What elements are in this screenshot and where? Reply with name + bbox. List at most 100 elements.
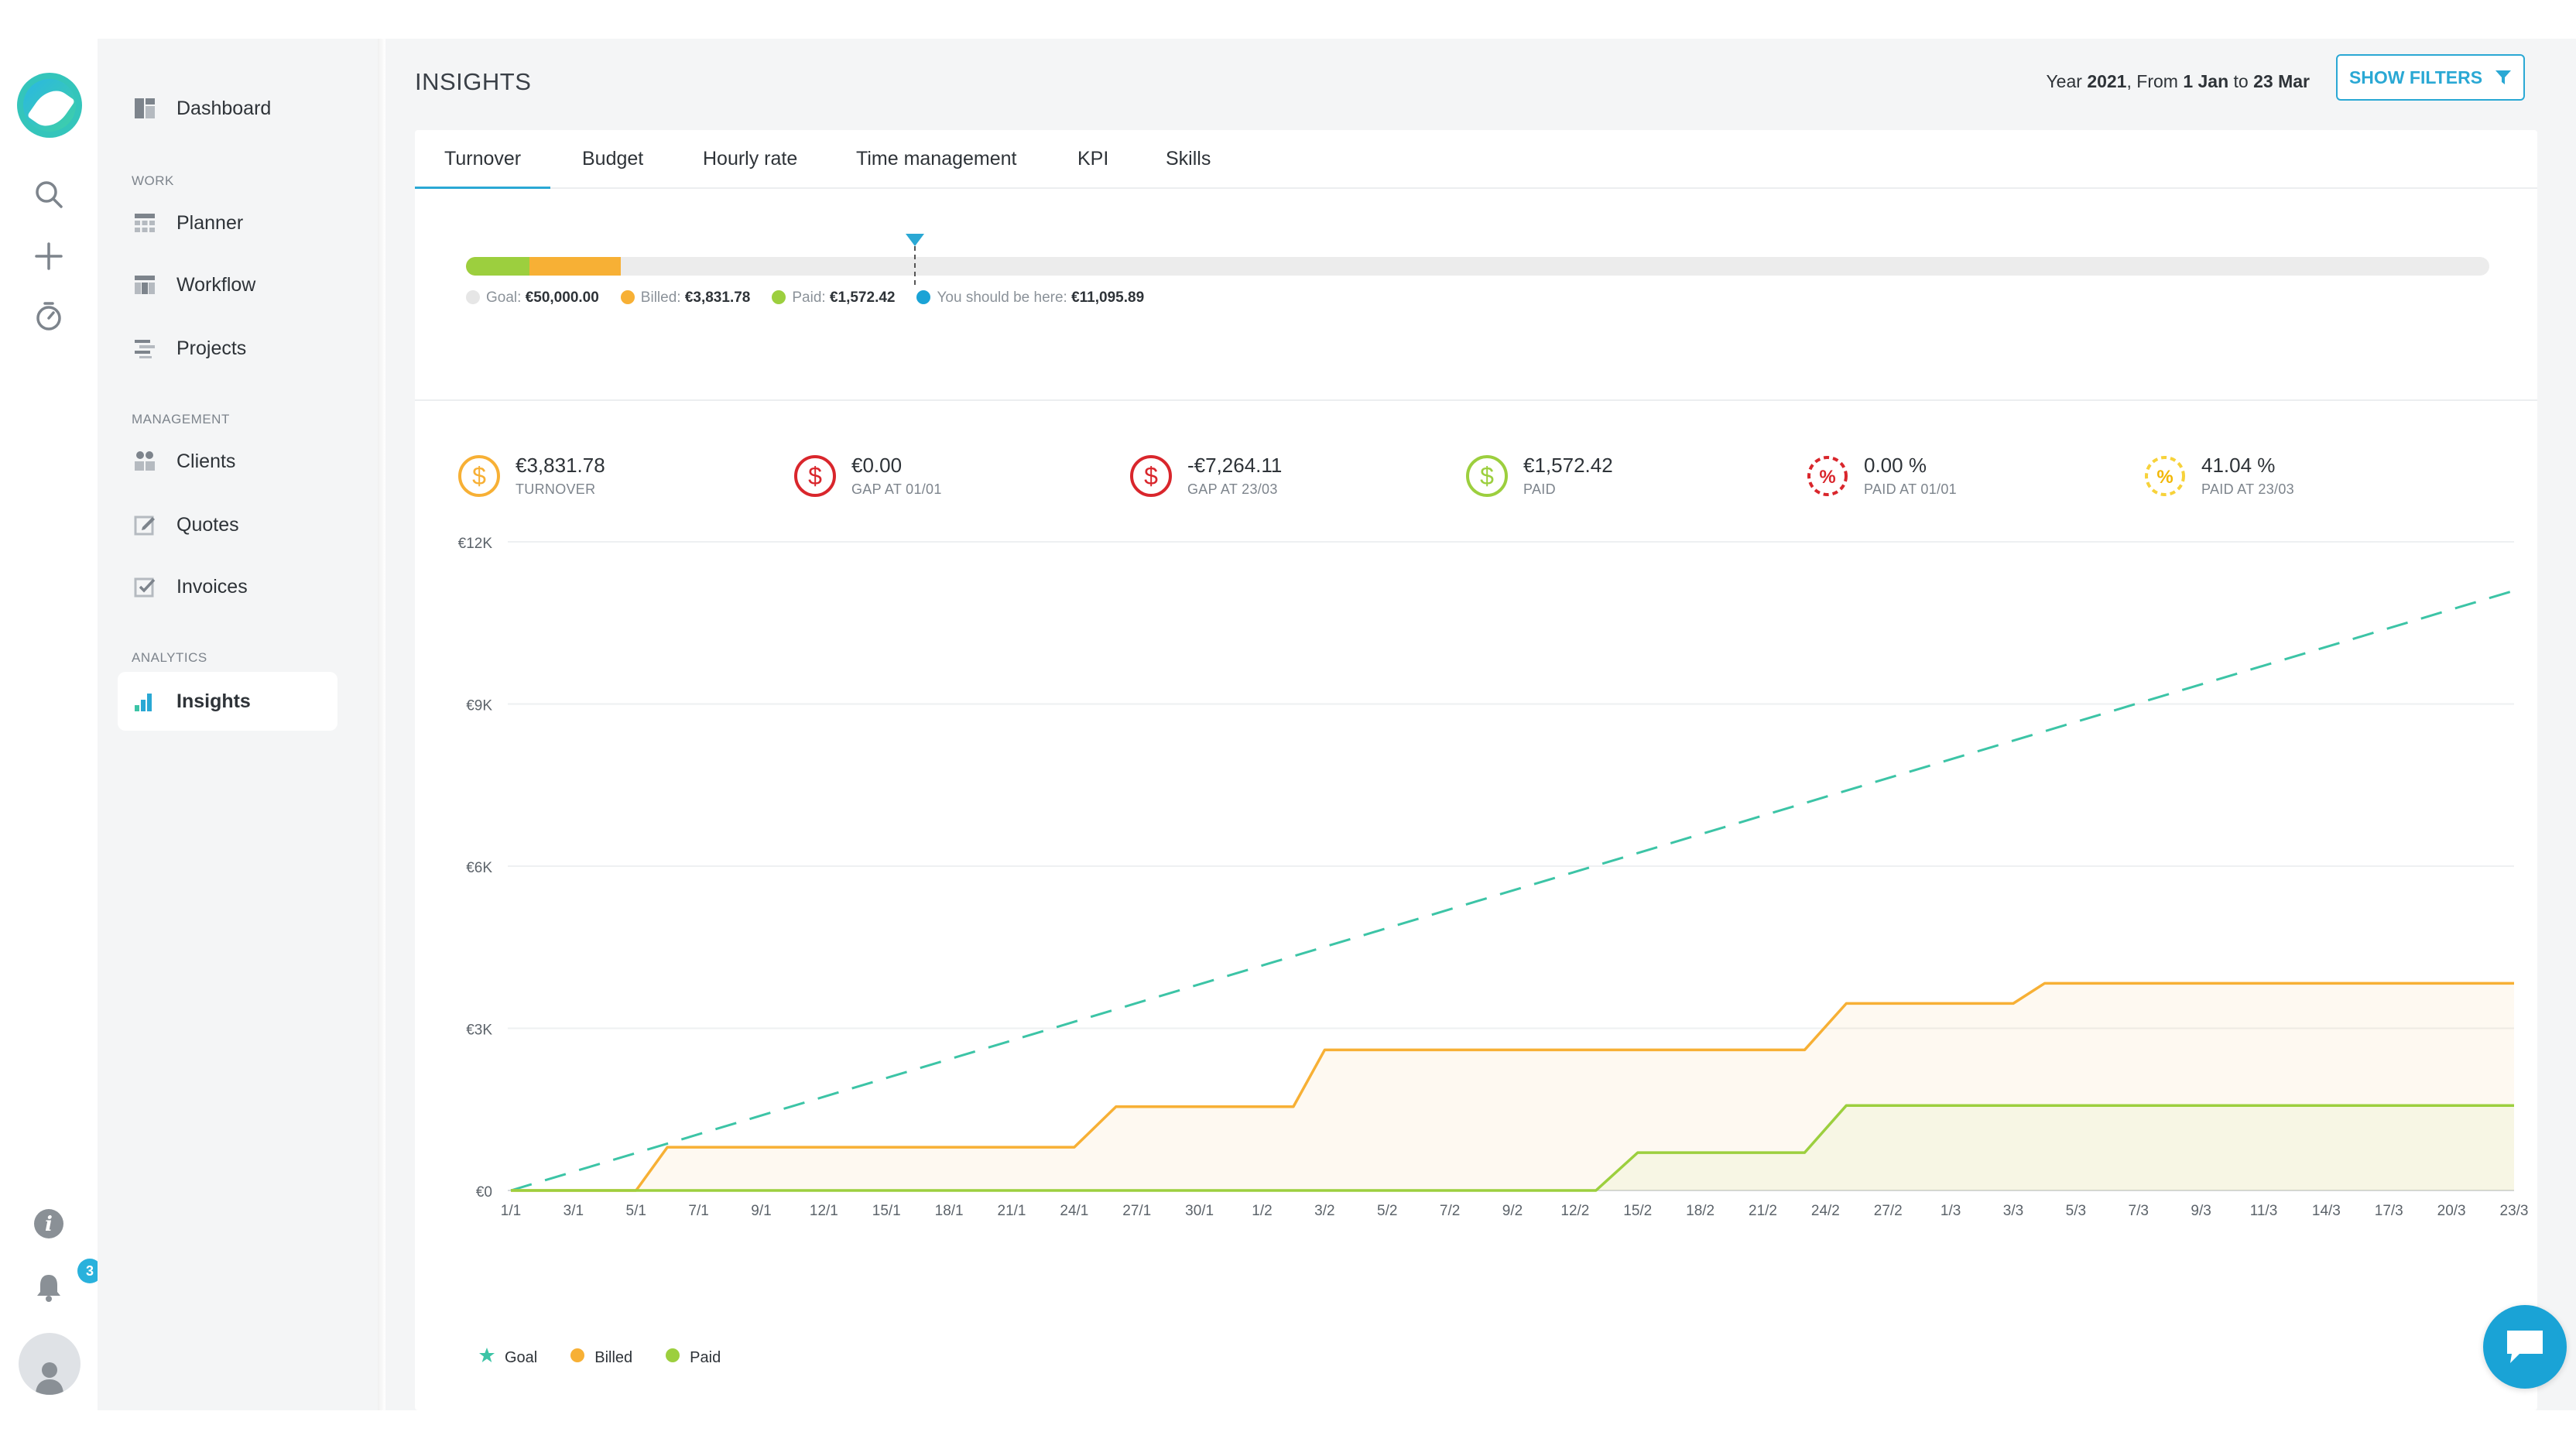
svg-text:%: % — [1819, 467, 1835, 488]
turnover-chart: €0 €3K €6K €9K €12K 1/1 3/1 5/1 7/1 9/1 12/1 15/1 18… — [458, 536, 2529, 1219]
quotes-icon — [132, 512, 158, 538]
y-tick-label: €3K — [466, 1023, 492, 1039]
x-tick-label: 12/1 — [810, 1203, 838, 1219]
sidebar-item-quotes[interactable]: Quotes — [118, 495, 337, 554]
section-label-work: WORK — [132, 173, 174, 188]
sidebar-item-clients[interactable]: Clients — [118, 432, 337, 491]
page-title: INSIGHTS — [415, 68, 532, 95]
sidebar-item-invoices[interactable]: Invoices — [118, 557, 337, 616]
x-tick-label: 15/2 — [1623, 1203, 1652, 1219]
chart-legend: Goal Billed Paid — [478, 1347, 721, 1368]
dollar-icon: $ — [1130, 455, 1172, 497]
svg-text:i: i — [45, 1213, 53, 1236]
tab-turnover[interactable]: Turnover — [415, 130, 551, 189]
x-tick-label: 14/3 — [2312, 1203, 2341, 1219]
legend-goal: Goal: €50,000.00 — [466, 289, 599, 307]
percent-icon: % — [2145, 456, 2185, 496]
kpi-value: -€7,264.11 — [1187, 454, 1283, 477]
tab-budget[interactable]: Budget — [582, 147, 644, 170]
x-tick-label: 3/2 — [1314, 1203, 1334, 1219]
tab-time-management[interactable]: Time management — [856, 147, 1017, 170]
kpi-label: PAID AT 01/01 — [1864, 481, 1957, 497]
x-tick-label: 27/1 — [1122, 1203, 1151, 1219]
kpi-value: €3,831.78 — [516, 454, 605, 477]
svg-text:%: % — [2156, 467, 2173, 488]
sidebar-item-label: Insights — [176, 690, 251, 712]
kpi-label: PAID — [1523, 481, 1556, 497]
y-tick-label: €0 — [476, 1184, 492, 1201]
clients-icon — [132, 448, 158, 474]
tab-kpi[interactable]: KPI — [1077, 147, 1109, 170]
sidebar-item-dashboard[interactable]: Dashboard — [118, 79, 337, 138]
timer-icon[interactable] — [29, 297, 68, 336]
target-marker-line — [914, 246, 916, 285]
x-tick-label: 5/2 — [1377, 1203, 1397, 1219]
show-filters-button[interactable]: SHOW FILTERS — [2336, 54, 2525, 101]
legend-item-billed[interactable]: Billed — [570, 1348, 632, 1368]
x-tick-label: 17/3 — [2375, 1203, 2403, 1219]
chat-icon — [2507, 1331, 2543, 1363]
goal-progress: Goal: €50,000.00 Billed: €3,831.78 Paid:… — [415, 189, 2537, 401]
x-tick-label: 12/2 — [1560, 1203, 1589, 1219]
svg-text:$: $ — [808, 462, 822, 490]
legend-label: Paid — [690, 1348, 721, 1366]
sidebar-item-insights[interactable]: Insights — [118, 672, 337, 731]
sidebar-item-label: Dashboard — [176, 97, 272, 119]
sidebar-item-label: Workflow — [176, 273, 256, 296]
x-tick-label: 11/3 — [2250, 1203, 2278, 1219]
series-area-paid — [511, 1105, 2514, 1190]
kpi-label: GAP AT 23/03 — [1187, 481, 1278, 497]
kpi-label: TURNOVER — [516, 481, 596, 497]
kpi-label: PAID AT 23/03 — [2201, 481, 2294, 497]
info-icon[interactable]: i — [29, 1204, 68, 1243]
notifications-icon[interactable]: 3 — [29, 1259, 102, 1307]
paid-fill — [466, 257, 530, 276]
sidebar-item-planner[interactable]: Planner — [118, 194, 337, 252]
dollar-icon: $ — [1466, 455, 1508, 497]
plus-icon[interactable] — [29, 237, 68, 276]
progress-legend: Goal: €50,000.00 Billed: €3,831.78 Paid:… — [466, 289, 1144, 307]
invoices-icon — [132, 574, 158, 600]
sidebar-item-projects[interactable]: Projects — [118, 319, 337, 378]
kpi-turnover: $ €3,831.78 TURNOVER — [457, 454, 605, 498]
series-line-billed — [511, 981, 2514, 1192]
kpi-paid: $ €1,572.42 PAID — [1464, 454, 1613, 498]
goal-progress-bar — [466, 257, 2489, 276]
sidebar-item-label: Projects — [176, 337, 247, 359]
x-tick-label: 27/2 — [1874, 1203, 1903, 1219]
x-tick-label: 7/3 — [2129, 1203, 2149, 1219]
sidebar-item-workflow[interactable]: Workflow — [118, 255, 337, 314]
insights-icon — [132, 688, 158, 714]
series-area-billed — [511, 983, 2514, 1190]
sidebar-item-label: Planner — [176, 211, 244, 234]
svg-text:$: $ — [1480, 462, 1494, 490]
chat-button[interactable] — [2483, 1305, 2567, 1389]
x-tick-label: 1/3 — [1941, 1203, 1961, 1219]
circle-icon — [665, 1348, 680, 1368]
legend-item-paid[interactable]: Paid — [665, 1348, 721, 1368]
kpi-value: 0.00 % — [1864, 454, 1927, 477]
avatar[interactable] — [19, 1333, 80, 1395]
series-line-paid — [511, 1104, 2514, 1192]
dashboard-icon — [132, 95, 158, 122]
svg-text:$: $ — [1144, 462, 1158, 490]
x-tick-label: 5/3 — [2066, 1203, 2086, 1219]
kpi-label: GAP AT 01/01 — [851, 481, 942, 497]
y-tick-label: €12K — [458, 536, 493, 552]
section-label-analytics: ANALYTICS — [132, 650, 207, 665]
tab-hourly-rate[interactable]: Hourly rate — [703, 147, 798, 170]
series-line-goal — [510, 589, 2515, 1192]
target-marker-icon — [906, 234, 925, 246]
x-tick-label: 9/2 — [1502, 1203, 1523, 1219]
insights-card: Turnover Budget Hourly rate Time managem… — [415, 130, 2537, 1410]
tab-bar: Turnover Budget Hourly rate Time managem… — [415, 130, 2537, 189]
search-icon[interactable] — [29, 175, 68, 214]
app-logo[interactable] — [17, 73, 82, 138]
kpi-value: €1,572.42 — [1523, 454, 1613, 477]
legend-item-goal[interactable]: Goal — [478, 1347, 537, 1368]
tab-skills[interactable]: Skills — [1166, 147, 1211, 170]
x-tick-label: 21/2 — [1749, 1203, 1777, 1219]
main-content: INSIGHTS Year 2021, From 1 Jan to 23 Mar… — [385, 39, 2576, 1410]
dollar-icon: $ — [794, 455, 836, 497]
legend-label: Goal — [505, 1348, 538, 1366]
